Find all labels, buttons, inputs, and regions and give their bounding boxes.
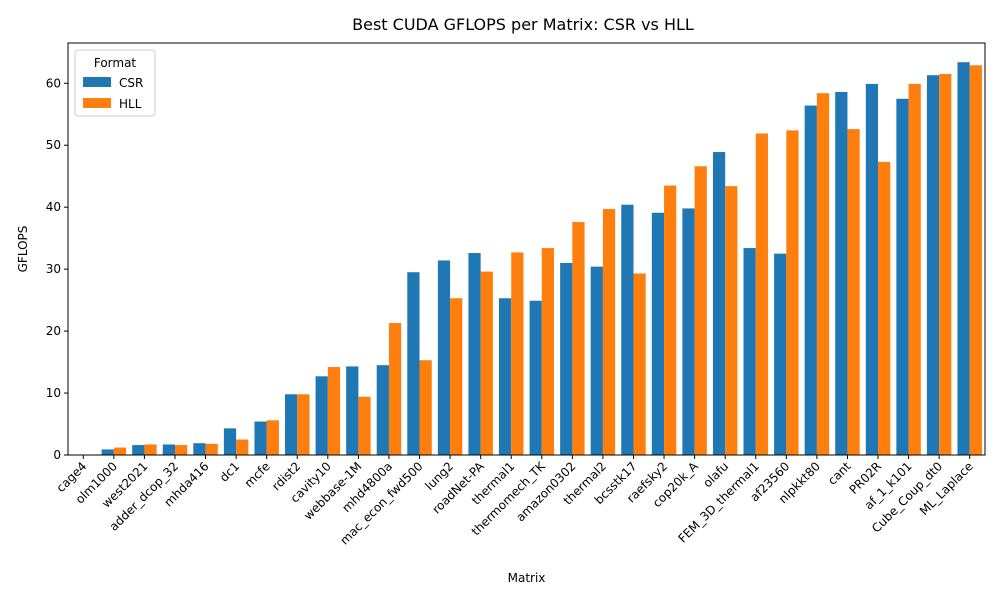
bar-hll-webbase-1m: [358, 396, 371, 455]
y-tick-label: 50: [46, 138, 61, 152]
bar-hll-cavity10: [327, 367, 341, 455]
bar-csr-cube-coup-dt0: [926, 75, 940, 455]
bar-csr-af-1-k101: [896, 98, 909, 455]
bar-csr-af23560: [774, 253, 787, 455]
bar-hll-lung2: [450, 298, 463, 455]
bar-csr-roadnet-pa: [468, 253, 481, 455]
bar-csr-webbase-1m: [346, 366, 359, 455]
x-tick-label: mcfe: [242, 459, 273, 490]
bar-csr-bcsstk17: [621, 204, 634, 455]
bar-csr-rdist2: [285, 394, 298, 455]
bar-csr-nlpkkt80: [804, 105, 817, 455]
bar-csr-olm1000: [101, 449, 114, 455]
y-tick-label: 20: [46, 324, 61, 338]
bar-hll-af-1-k101: [908, 83, 921, 455]
bar-hll-ml-laplace: [969, 65, 982, 456]
bar-hll-cant: [847, 129, 860, 455]
bar-csr-lung2: [437, 260, 451, 455]
bar-hll-cube-coup-dt0: [939, 73, 952, 455]
bar-hll-cop20k-a: [694, 166, 707, 456]
bar-csr-olafu: [712, 152, 726, 456]
y-axis: 0 10 20 30 40 50 60: [46, 76, 68, 462]
bar-csr-fem-3d-thermal1: [743, 248, 756, 455]
y-tick-label: 10: [46, 386, 61, 400]
bar-csr-thermomech-tk: [529, 300, 542, 455]
bar-csr-cavity10: [315, 376, 328, 455]
bar-hll-mcfe: [266, 420, 279, 455]
bar-hll-pr02r: [878, 161, 891, 455]
bar-hll-thermal2: [602, 209, 616, 455]
bar-csr-adder-dcop-32: [162, 444, 175, 455]
legend-title: Format: [94, 56, 137, 70]
bar-hll-roadnet-pa: [480, 271, 493, 455]
bar-csr-cant: [835, 91, 848, 455]
legend-label-csr: CSR: [119, 76, 143, 90]
bar-csr-mcfe: [254, 421, 267, 455]
bar-hll-raefsky2: [664, 185, 677, 455]
bar-hll-mhda416: [205, 443, 218, 455]
bar-hll-mac-econ-fwd500: [419, 360, 432, 455]
chart-title: Best CUDA GFLOPS per Matrix: CSR vs HLL: [352, 15, 694, 34]
bar-csr-thermal2: [590, 266, 603, 455]
bar-csr-ml-laplace: [957, 62, 970, 456]
bar-hll-rdist2: [297, 394, 310, 455]
bar-hll-adder-dcop-32: [174, 445, 188, 455]
y-tick-label: 0: [53, 448, 61, 462]
bar-csr-thermal1: [498, 298, 512, 455]
bars-layer: [71, 62, 982, 456]
legend-items: CSR HLL: [83, 76, 143, 111]
legend-label-hll: HLL: [119, 97, 142, 111]
bar-csr-west2021: [132, 445, 145, 455]
x-axis: cage4olm1000west2021adder_dcop_32mhda416…: [54, 455, 976, 548]
bar-csr-mhda416: [193, 443, 206, 455]
x-tick-label: dc1: [217, 459, 242, 484]
x-axis-label: Matrix: [508, 571, 546, 585]
bar-csr-cop20k-a: [682, 208, 695, 455]
bar-hll-olm1000: [113, 447, 127, 455]
bar-hll-bcsstk17: [633, 273, 646, 455]
bar-hll-fem-3d-thermal1: [755, 133, 768, 455]
bar-hll-thermomech-tk: [541, 248, 555, 455]
bar-hll-west2021: [144, 444, 157, 455]
bar-csr-dc1: [223, 428, 237, 455]
bar-csr-pr02r: [865, 83, 879, 455]
plot-frame: [67, 42, 986, 456]
bar-hll-olafu: [725, 186, 738, 455]
y-axis-label: GFLOPS: [16, 226, 30, 273]
y-tick-label: 60: [46, 76, 61, 90]
bar-csr-mhd4800a: [376, 365, 389, 455]
y-tick-label: 40: [46, 200, 61, 214]
bar-hll-thermal1: [511, 252, 524, 455]
bar-csr-mac-econ-fwd500: [407, 272, 420, 455]
bar-hll-nlpkkt80: [816, 93, 830, 456]
bar-csr-amazon0302: [560, 262, 573, 455]
legend-swatch-csr: [83, 77, 111, 87]
y-tick-label: 30: [46, 262, 61, 276]
legend-swatch-hll: [83, 98, 111, 108]
legend: Format CSR HLL: [74, 49, 156, 117]
bar-hll-af23560: [786, 130, 799, 456]
bar-hll-dc1: [236, 439, 249, 455]
bar-hll-mhd4800a: [388, 323, 402, 455]
bar-csr-raefsky2: [651, 212, 665, 455]
bar-hll-amazon0302: [572, 222, 585, 455]
